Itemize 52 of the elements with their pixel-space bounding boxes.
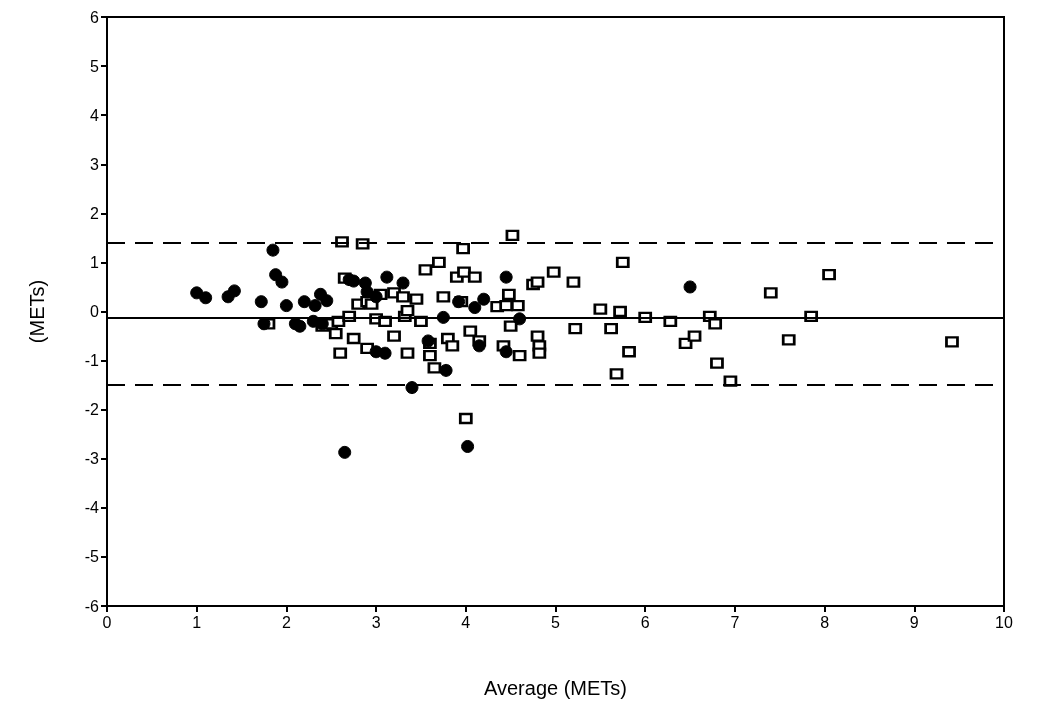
point xyxy=(499,270,513,284)
x-tick-label: 1 xyxy=(192,613,202,631)
y-tick-label: -5 xyxy=(84,548,100,566)
point xyxy=(499,345,513,359)
point xyxy=(320,294,334,308)
point xyxy=(199,291,213,305)
x-tick-label: 9 xyxy=(909,613,919,631)
point xyxy=(439,363,453,377)
point xyxy=(380,270,394,284)
x-tick-label: 4 xyxy=(461,613,471,631)
y-tick-label: 6 xyxy=(90,8,100,26)
y-tick-label: -4 xyxy=(84,499,100,517)
x-axis-title: Average (METs) xyxy=(483,677,628,699)
point xyxy=(275,275,289,289)
point xyxy=(338,445,352,459)
y-axis-title: (METs) xyxy=(26,279,48,344)
x-tick-label: 6 xyxy=(640,613,650,631)
y-tick-label: 5 xyxy=(90,57,100,75)
x-tick-label: 2 xyxy=(281,613,291,631)
point xyxy=(378,346,392,360)
point xyxy=(266,243,280,257)
point xyxy=(477,292,491,306)
y-tick-label: -1 xyxy=(84,352,100,370)
x-tick-label: 8 xyxy=(820,613,830,631)
point xyxy=(227,284,241,298)
x-tick-label: 5 xyxy=(551,613,561,631)
y-tick-label: -2 xyxy=(84,401,100,419)
y-tick-label: 3 xyxy=(90,155,100,173)
point xyxy=(257,317,271,331)
y-tick-label: -6 xyxy=(84,597,100,615)
x-tick-label: 7 xyxy=(730,613,740,631)
point xyxy=(369,290,383,304)
x-tick-label: 3 xyxy=(371,613,381,631)
point xyxy=(461,439,475,453)
point xyxy=(396,276,410,290)
point xyxy=(293,319,307,333)
y-tick-label: 2 xyxy=(90,204,100,222)
point xyxy=(297,295,311,309)
point xyxy=(254,295,268,309)
y-tick-label: 4 xyxy=(90,106,100,124)
point xyxy=(468,301,482,315)
point xyxy=(347,274,361,288)
point xyxy=(472,339,486,353)
y-tick-label: -3 xyxy=(84,450,100,468)
y-tick-label: 1 xyxy=(90,253,100,271)
point xyxy=(405,381,419,395)
point xyxy=(279,299,293,313)
y-tick-label: 0 xyxy=(90,303,100,320)
x-tick-label: 0 xyxy=(102,613,112,631)
x-tick-label: 10 xyxy=(995,613,1013,631)
point xyxy=(683,280,697,294)
point xyxy=(308,299,322,313)
